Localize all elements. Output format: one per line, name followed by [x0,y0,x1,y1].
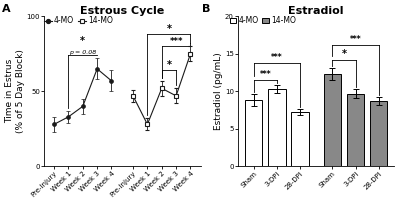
Text: *: * [80,36,85,46]
Bar [347,94,364,166]
Legend: 4-MO, 14-MO: 4-MO, 14-MO [44,16,113,25]
Bar [268,89,286,166]
Legend: 4-MO, 14-MO: 4-MO, 14-MO [230,16,296,25]
Text: ***: *** [169,37,183,45]
Text: ***: *** [271,53,283,62]
Title: Estradiol: Estradiol [288,6,344,16]
Text: ***: *** [260,70,271,79]
Text: *: * [166,24,172,34]
Text: p = 0.08: p = 0.08 [69,50,96,55]
Y-axis label: Estradiol (pg/mL): Estradiol (pg/mL) [214,52,223,130]
Bar [370,101,387,166]
Text: *: * [166,60,172,70]
Text: ***: *** [350,35,361,44]
Bar [291,112,309,166]
Bar [324,74,341,166]
Text: *: * [342,49,346,59]
Bar [245,100,262,166]
Text: A: A [2,4,11,14]
Text: B: B [202,4,210,14]
Y-axis label: Time in Estrus
(% of 5 Day Block): Time in Estrus (% of 5 Day Block) [6,49,25,133]
Title: Estrous Cycle: Estrous Cycle [80,6,164,16]
